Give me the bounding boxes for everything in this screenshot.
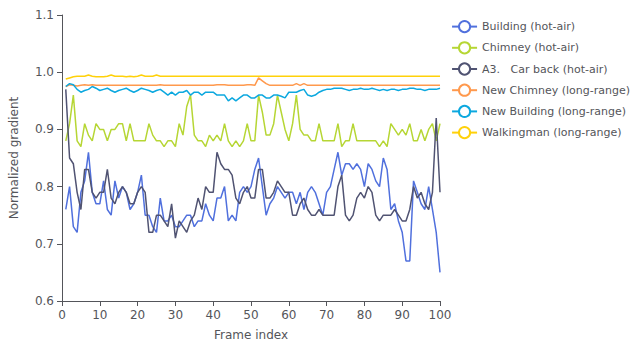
svg-text:10: 10 bbox=[92, 308, 107, 322]
svg-text:0: 0 bbox=[58, 308, 66, 322]
svg-text:0.6: 0.6 bbox=[35, 294, 54, 308]
svg-text:Chimney (hot-air): Chimney (hot-air) bbox=[482, 41, 579, 54]
svg-text:A3. Car back (hot-air): A3. Car back (hot-air) bbox=[482, 63, 607, 76]
svg-text:New Chimney (long-range): New Chimney (long-range) bbox=[482, 84, 630, 97]
svg-text:90: 90 bbox=[395, 308, 410, 322]
svg-text:New Building (long-range): New Building (long-range) bbox=[482, 105, 626, 118]
svg-text:Building (hot-air): Building (hot-air) bbox=[482, 20, 575, 33]
svg-text:1.0: 1.0 bbox=[35, 65, 54, 79]
svg-text:40: 40 bbox=[206, 308, 221, 322]
svg-text:70: 70 bbox=[319, 308, 334, 322]
svg-text:30: 30 bbox=[168, 308, 183, 322]
svg-text:0.9: 0.9 bbox=[35, 122, 54, 136]
svg-text:80: 80 bbox=[357, 308, 372, 322]
svg-text:Frame index: Frame index bbox=[214, 328, 288, 342]
svg-text:60: 60 bbox=[281, 308, 296, 322]
svg-text:50: 50 bbox=[243, 308, 258, 322]
svg-text:0.7: 0.7 bbox=[35, 237, 54, 251]
svg-text:20: 20 bbox=[130, 308, 145, 322]
svg-text:Normalized gradient: Normalized gradient bbox=[7, 97, 21, 220]
svg-text:100: 100 bbox=[429, 308, 452, 322]
svg-text:1.1: 1.1 bbox=[35, 8, 54, 22]
svg-text:Walkingman (long-range): Walkingman (long-range) bbox=[482, 126, 622, 139]
svg-text:0.8: 0.8 bbox=[35, 180, 54, 194]
